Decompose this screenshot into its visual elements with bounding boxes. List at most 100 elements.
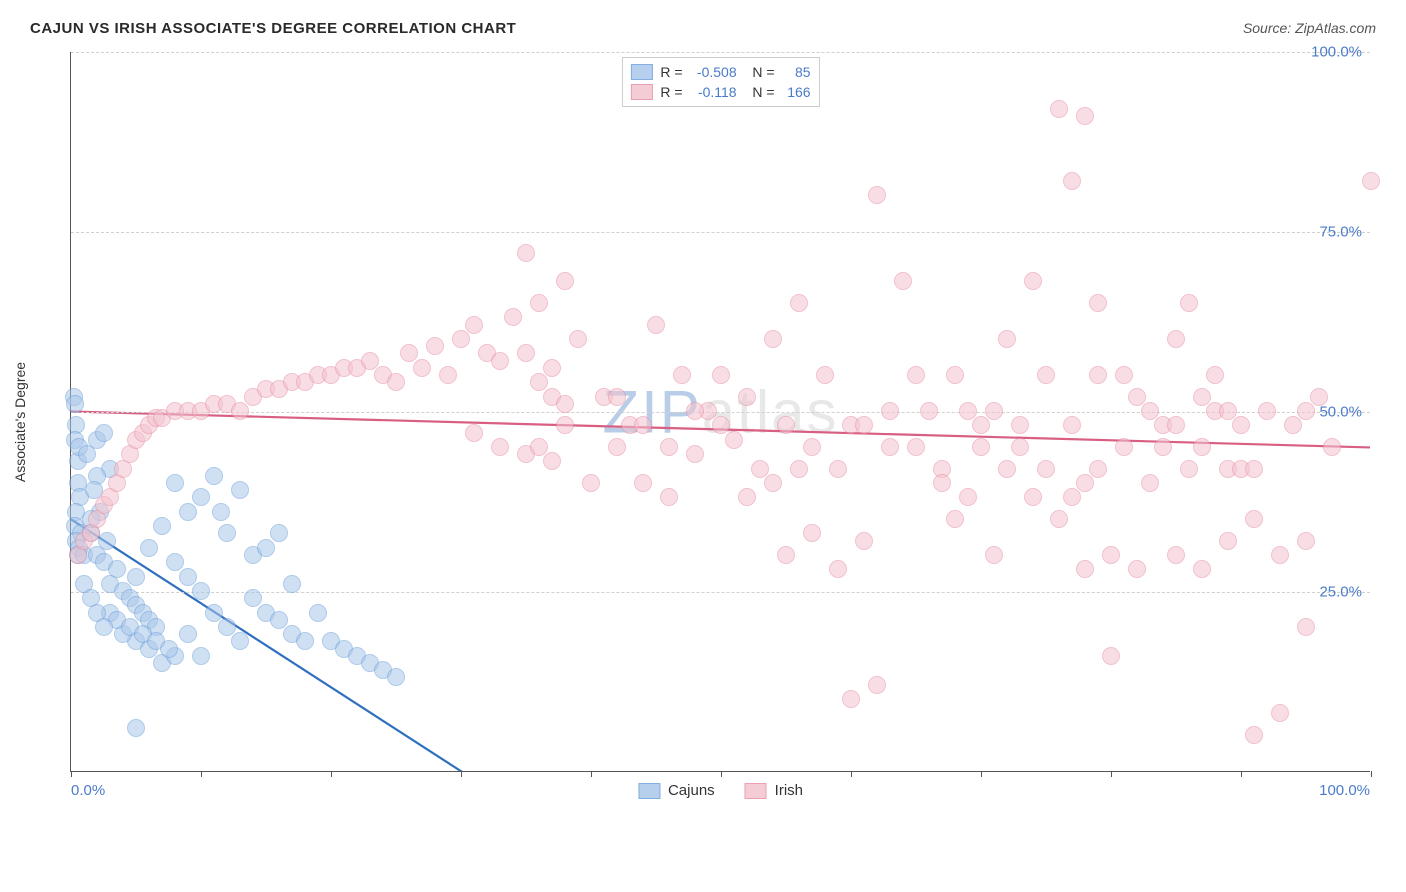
scatter-point — [894, 272, 912, 290]
scatter-point — [1024, 272, 1042, 290]
scatter-point — [556, 395, 574, 413]
scatter-point — [608, 388, 626, 406]
scatter-point — [517, 344, 535, 362]
scatter-point — [959, 402, 977, 420]
scatter-point — [66, 395, 84, 413]
scatter-point — [556, 416, 574, 434]
scatter-point — [1050, 100, 1068, 118]
scatter-point — [751, 460, 769, 478]
scatter-point — [205, 467, 223, 485]
scatter-point — [1297, 532, 1315, 550]
scatter-point — [270, 611, 288, 629]
scatter-point — [244, 589, 262, 607]
legend-label: Cajuns — [668, 782, 715, 799]
scatter-point — [192, 647, 210, 665]
scatter-point — [634, 416, 652, 434]
scatter-point — [1128, 560, 1146, 578]
x-tick — [981, 771, 982, 777]
stats-r-value: -0.508 — [687, 64, 737, 80]
legend-item: Irish — [745, 782, 803, 799]
scatter-point — [829, 560, 847, 578]
scatter-point — [212, 503, 230, 521]
scatter-point — [946, 366, 964, 384]
scatter-point — [582, 474, 600, 492]
stats-r-value: -0.118 — [687, 84, 737, 100]
x-tick — [851, 771, 852, 777]
stats-n-value: 85 — [779, 64, 811, 80]
scatter-point — [1219, 532, 1237, 550]
scatter-point — [231, 632, 249, 650]
scatter-point — [452, 330, 470, 348]
scatter-point — [1167, 416, 1185, 434]
scatter-point — [160, 640, 178, 658]
scatter-point — [1245, 460, 1263, 478]
scatter-point — [959, 488, 977, 506]
scatter-point — [1076, 474, 1094, 492]
scatter-point — [868, 186, 886, 204]
scatter-point — [608, 438, 626, 456]
scatter-point — [192, 488, 210, 506]
scatter-point — [712, 416, 730, 434]
scatter-point — [907, 366, 925, 384]
plot-region: ZIPatlas R =-0.508 N =85R =-0.118 N =166… — [70, 52, 1370, 772]
scatter-point — [829, 460, 847, 478]
stats-row: R = -0.118 N = 166 — [630, 82, 810, 102]
x-tick — [71, 771, 72, 777]
scatter-point — [1180, 460, 1198, 478]
scatter-point — [205, 604, 223, 622]
scatter-point — [647, 316, 665, 334]
stats-row: R =-0.508 N =85 — [630, 62, 810, 82]
chart-container: CAJUN VS IRISH ASSOCIATE'S DEGREE CORREL… — [10, 10, 1396, 882]
scatter-point — [1245, 726, 1263, 744]
scatter-point — [153, 517, 171, 535]
scatter-point — [361, 352, 379, 370]
scatter-point — [400, 344, 418, 362]
scatter-point — [803, 524, 821, 542]
stats-r-label: R = — [660, 84, 682, 100]
scatter-point — [1076, 107, 1094, 125]
scatter-point — [855, 532, 873, 550]
scatter-point — [1167, 330, 1185, 348]
legend-swatch — [745, 783, 767, 799]
y-tick-label: 75.0% — [1319, 224, 1362, 241]
scatter-point — [725, 431, 743, 449]
source-name: ZipAtlas.com — [1295, 20, 1376, 36]
scatter-point — [946, 510, 964, 528]
scatter-point — [1063, 172, 1081, 190]
scatter-point — [465, 424, 483, 442]
scatter-point — [426, 337, 444, 355]
scatter-point — [1323, 438, 1341, 456]
y-tick-label: 50.0% — [1319, 404, 1362, 421]
stats-n-value: 166 — [779, 84, 811, 100]
x-tick — [721, 771, 722, 777]
scatter-point — [1076, 560, 1094, 578]
x-tick — [1111, 771, 1112, 777]
scatter-point — [543, 452, 561, 470]
scatter-point — [166, 553, 184, 571]
scatter-point — [491, 352, 509, 370]
scatter-point — [842, 690, 860, 708]
y-tick-label: 100.0% — [1311, 44, 1362, 61]
scatter-point — [1193, 560, 1211, 578]
stats-n-label: N = — [752, 84, 774, 100]
scatter-point — [881, 402, 899, 420]
scatter-point — [1063, 416, 1081, 434]
scatter-point — [1258, 402, 1276, 420]
scatter-point — [1050, 510, 1068, 528]
scatter-point — [218, 618, 236, 636]
scatter-point — [439, 366, 457, 384]
scatter-point — [517, 244, 535, 262]
scatter-point — [1297, 402, 1315, 420]
source-label: Source: — [1243, 20, 1295, 36]
scatter-point — [985, 546, 1003, 564]
scatter-point — [738, 488, 756, 506]
scatter-point — [985, 402, 1003, 420]
scatter-point — [270, 524, 288, 542]
scatter-point — [166, 474, 184, 492]
stats-r-label: R = — [660, 64, 682, 80]
scatter-point — [1141, 402, 1159, 420]
scatter-point — [556, 272, 574, 290]
scatter-point — [1284, 416, 1302, 434]
grid-line — [71, 592, 1370, 593]
x-axis-max-label: 100.0% — [1319, 782, 1370, 799]
